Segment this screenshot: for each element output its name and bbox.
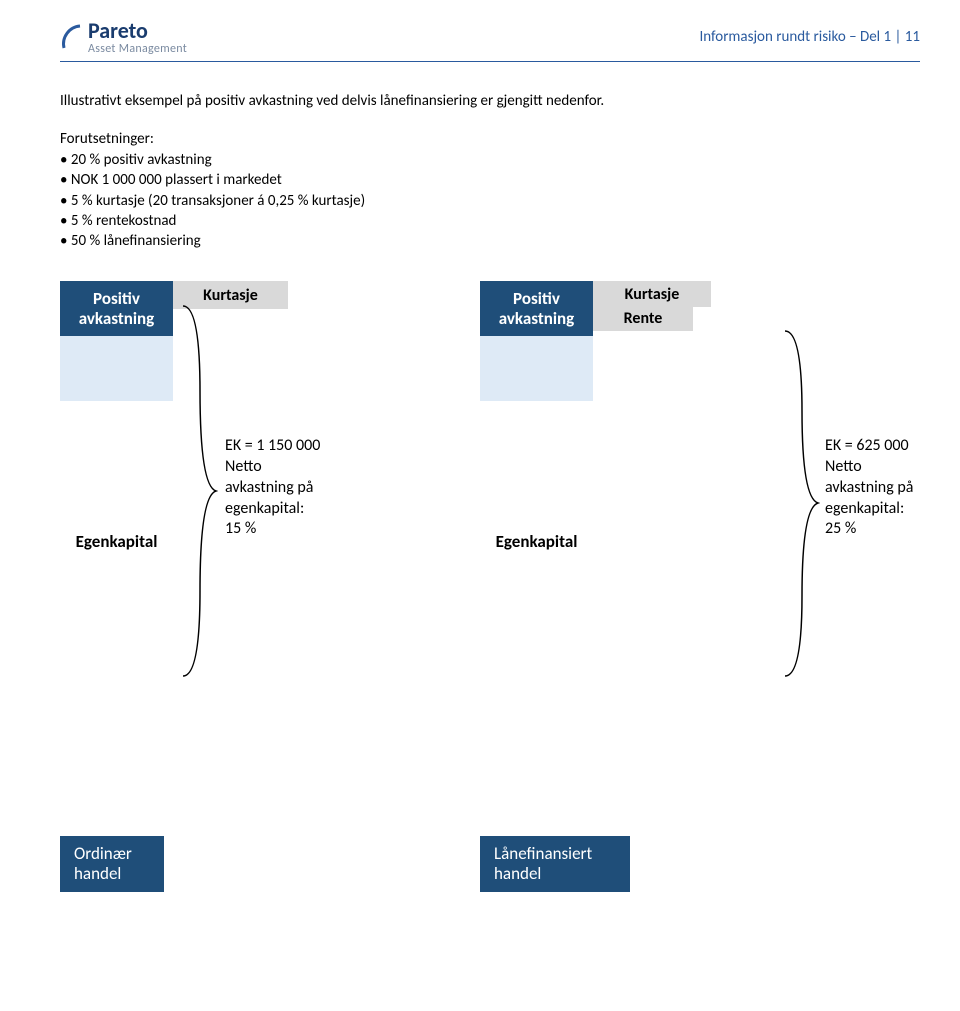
assumption-item: 50 % lånefinansiering [60, 231, 920, 251]
assumption-item: 20 % positiv avkastning [60, 150, 920, 170]
assumption-item: 5 % rentekostnad [60, 211, 920, 231]
right-positive-return-box: Positiv avkastning [480, 281, 593, 336]
logo-main-text: Pareto [88, 20, 187, 42]
diagram: Positiv avkastning Kurtasje Egenkapital … [60, 281, 920, 981]
right-brace-icon [780, 326, 820, 681]
header-underline [60, 61, 920, 62]
left-positive-return-box: Positiv avkastning [60, 281, 173, 336]
right-result-text: EK = 625 000 Netto avkastning på egenkap… [825, 436, 960, 540]
assumption-item: NOK 1 000 000 plassert i markedet [60, 170, 920, 190]
left-bottom-label: Ordinær handel [60, 836, 164, 892]
left-brace-icon [178, 301, 218, 681]
right-egenkapital-box: Egenkapital [480, 401, 593, 681]
right-rente-box: Rente [593, 305, 693, 331]
logo-sub-text: Asset Management [88, 43, 187, 55]
logo: Pareto Asset Management [60, 20, 187, 55]
assumption-item: 5 % kurtasje (20 transaksjoner á 0,25 % … [60, 191, 920, 211]
left-egenkapital-box: Egenkapital [60, 401, 173, 681]
page-header-text: Informasjon rundt risiko – Del 1 | 11 [699, 28, 920, 46]
assumptions-list: 20 % positiv avkastning NOK 1 000 000 pl… [60, 150, 920, 251]
left-result-text: EK = 1 150 000 Netto avkastning på egenk… [225, 436, 365, 540]
logo-arc-icon [60, 22, 84, 52]
intro-paragraph: Illustrativt eksempel på positiv avkastn… [60, 92, 920, 110]
right-kurtasje-box: Kurtasje [593, 281, 711, 307]
assumptions-title: Forutsetninger: [60, 130, 920, 148]
right-bottom-label: Lånefinansiert handel [480, 836, 630, 892]
